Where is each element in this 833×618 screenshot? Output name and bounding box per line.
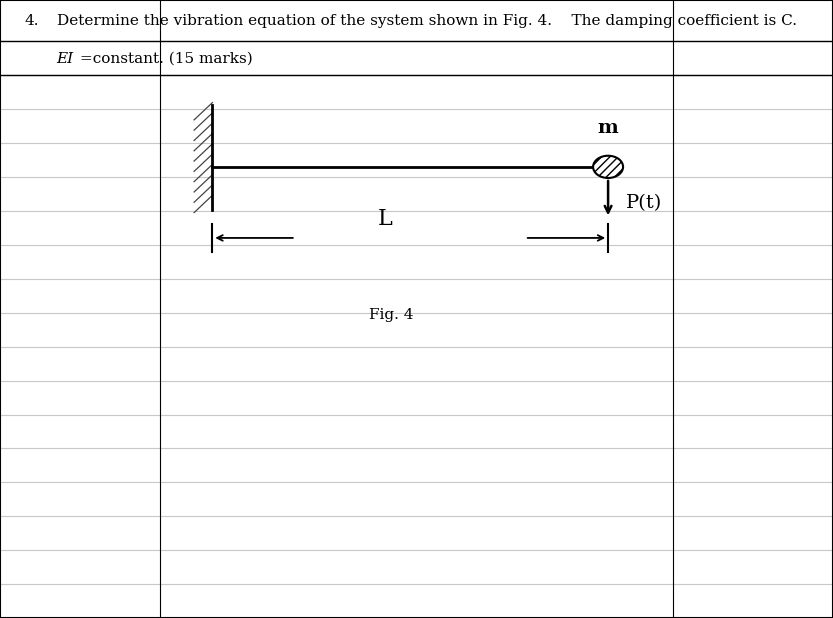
- Text: m: m: [598, 119, 618, 137]
- Text: L: L: [378, 208, 392, 231]
- Text: P(t): P(t): [626, 193, 663, 212]
- Text: EI: EI: [57, 52, 74, 66]
- Text: Fig. 4: Fig. 4: [369, 308, 414, 322]
- Circle shape: [593, 156, 623, 178]
- Text: =constant. (15 marks): =constant. (15 marks): [80, 52, 252, 66]
- Text: 4.: 4.: [25, 14, 39, 28]
- Text: Determine the vibration equation of the system shown in Fig. 4.    The damping c: Determine the vibration equation of the …: [57, 14, 796, 28]
